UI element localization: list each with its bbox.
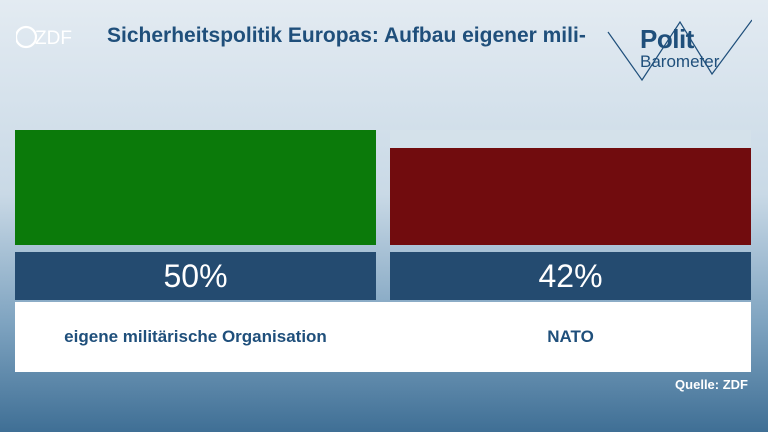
- politbarometer-logo: Polit Barometer: [602, 14, 752, 84]
- bar-1: [390, 148, 751, 245]
- zdf-logo-text: ZDF: [35, 28, 72, 49]
- chart-title: Sicherheitspolitik Europas: Aufbau eigen…: [107, 24, 586, 47]
- category-label-area: [15, 302, 751, 372]
- bar-0: [15, 130, 376, 245]
- polit-wordmark: Polit: [640, 24, 694, 54]
- zdf-logo-ring: [14, 25, 38, 49]
- zdf-logo: ZDF: [14, 24, 78, 50]
- value-label-1: 42%: [390, 252, 751, 300]
- source-note: Quelle: ZDF: [675, 377, 748, 392]
- bar-column-0: 50% eigene militärische Organisation: [15, 130, 376, 372]
- value-label-0: 50%: [15, 252, 376, 300]
- category-label-0: eigene militärische Organisation: [64, 327, 327, 346]
- bar-chart: 50% eigene militärische Organisation 42%…: [15, 130, 751, 372]
- bar-track-0: [15, 130, 376, 245]
- politbarometer-zigzag-icon: [607, 19, 752, 82]
- bar-track-1: [390, 130, 751, 245]
- barometer-wordmark: Barometer: [640, 52, 720, 71]
- bar-column-1: 42% NATO: [390, 130, 751, 372]
- category-label-1: NATO: [547, 327, 594, 346]
